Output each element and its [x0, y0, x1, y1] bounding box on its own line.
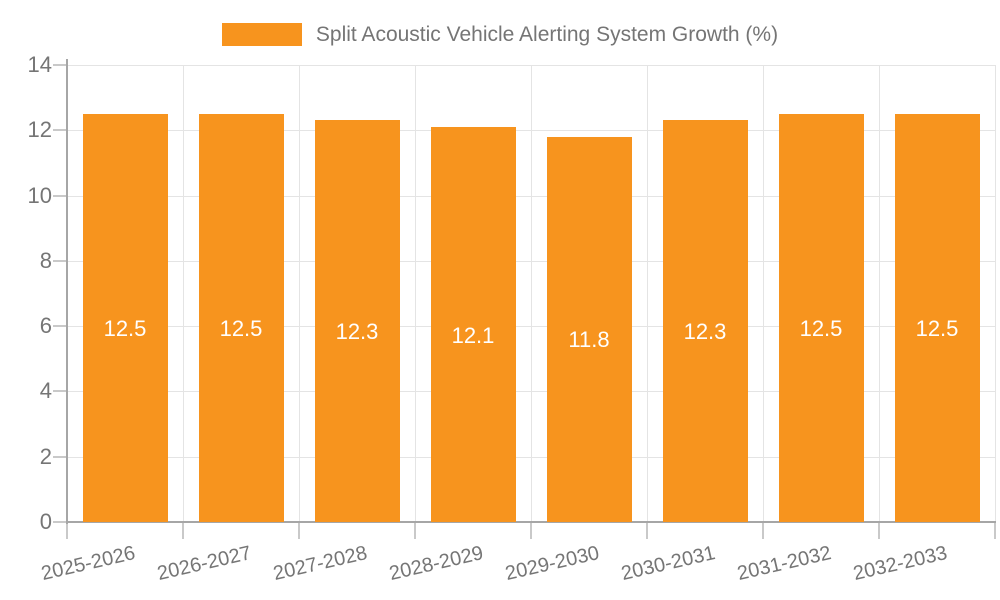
x-axis-tick — [66, 522, 68, 539]
gridline-vertical — [299, 65, 300, 522]
bar-value-label: 11.8 — [568, 327, 610, 353]
bar — [546, 136, 632, 522]
x-axis-tick — [994, 522, 996, 539]
gridline-vertical — [647, 65, 648, 522]
y-axis-tick — [53, 325, 67, 328]
bar — [778, 113, 864, 522]
bar-value-label: 12.3 — [335, 319, 379, 345]
y-tick-label: 14 — [27, 52, 52, 77]
y-axis-tick — [53, 455, 67, 458]
gridline-vertical — [995, 65, 996, 522]
y-tick-label: 4 — [39, 378, 52, 404]
gridline-vertical — [183, 65, 184, 522]
x-tick-label: 2028-2029 — [387, 542, 486, 585]
bar — [430, 127, 516, 522]
gridline-vertical — [763, 65, 764, 522]
y-axis-line — [66, 59, 68, 524]
y-axis-tick — [53, 194, 67, 197]
gridline-vertical — [879, 65, 880, 522]
y-tick-label: 0 — [39, 509, 52, 534]
y-axis-tick — [53, 390, 67, 393]
gridline-vertical — [531, 65, 532, 522]
bar-value-label: 12.5 — [915, 315, 959, 341]
bar — [198, 113, 284, 522]
x-tick-label: 2026-2027 — [155, 542, 254, 585]
bar-value-label: 12.5 — [799, 315, 843, 341]
x-axis-tick — [298, 522, 300, 539]
x-tick-label: 2030-2031 — [619, 542, 718, 585]
bar-value-label: 12.3 — [683, 319, 727, 345]
y-tick-label: 10 — [27, 182, 52, 208]
bar-value-label: 12.5 — [219, 315, 263, 341]
y-tick-label: 2 — [39, 443, 52, 469]
bar-value-label: 12.5 — [103, 315, 147, 341]
x-axis-tick — [182, 522, 184, 539]
x-tick-label: 2032-2033 — [851, 542, 950, 585]
x-axis-tick — [878, 522, 880, 539]
bar — [894, 113, 980, 522]
legend-label: Split Acoustic Vehicle Alerting System G… — [315, 22, 779, 46]
x-tick-label: 2029-2030 — [503, 542, 602, 585]
x-tick-label: 2025-2026 — [39, 542, 138, 585]
bar — [662, 120, 748, 522]
y-tick-label: 8 — [39, 247, 52, 273]
y-axis-tick — [53, 129, 67, 132]
y-axis-tick — [53, 64, 67, 66]
y-axis-tick — [53, 259, 67, 262]
chart-legend: Split Acoustic Vehicle Alerting System G… — [0, 20, 1000, 48]
gridline-vertical — [415, 65, 416, 522]
bar-value-label: 12.1 — [451, 322, 495, 348]
y-tick-label: 12 — [27, 117, 52, 143]
x-axis-tick — [530, 522, 532, 539]
bar — [314, 120, 400, 522]
legend-swatch — [221, 22, 302, 46]
x-axis-tick — [646, 522, 648, 539]
x-axis-line — [66, 521, 996, 523]
bar — [82, 113, 168, 522]
y-axis-tick — [53, 521, 67, 523]
x-tick-label: 2027-2028 — [271, 542, 370, 585]
x-tick-label: 2031-2032 — [735, 542, 834, 585]
y-tick-label: 6 — [39, 313, 52, 339]
x-axis-tick — [762, 522, 764, 539]
x-axis-tick — [414, 522, 416, 539]
